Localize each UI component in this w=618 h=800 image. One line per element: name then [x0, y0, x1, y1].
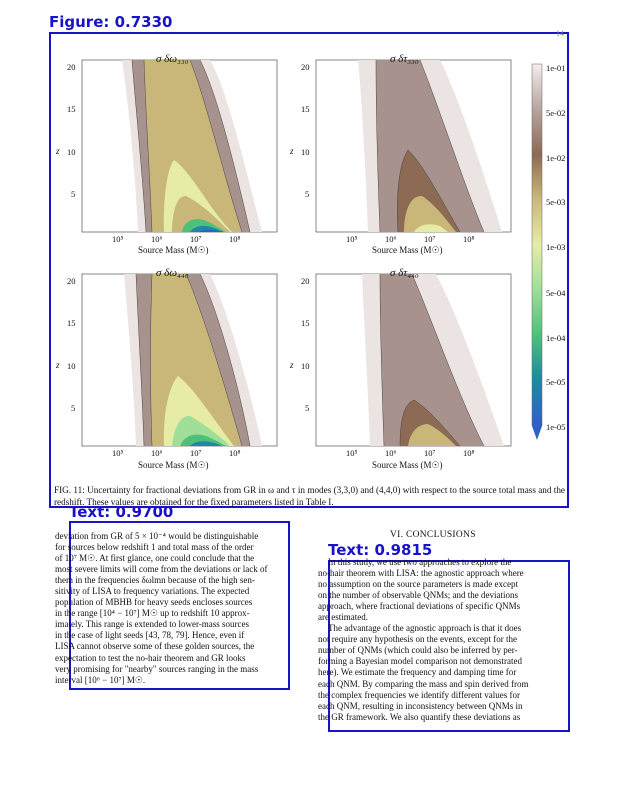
p4-xtick-1e5: 10⁵: [346, 448, 358, 458]
p3-xtick-1e5: 10⁵: [112, 448, 124, 458]
page-number: 14: [556, 29, 564, 38]
right-line: forming a Bayesian model comparison not …: [318, 656, 522, 667]
panel-1-title: σ δω₃₃₀: [156, 53, 189, 65]
p4-xtick-1e8: 10⁸: [463, 448, 475, 458]
figure-detection-box: [49, 32, 569, 508]
p1-xtick-1e8: 10⁸: [229, 234, 241, 244]
right-line: The advantage of the agnostic approach i…: [328, 623, 522, 634]
left-line: them in the frequencies δωlmn because of…: [55, 575, 255, 586]
p1-ytick-10: 10: [67, 147, 76, 157]
right-line: not require any hypothesis on the events…: [318, 634, 517, 645]
right-line: no assumption on the source parameters i…: [318, 579, 518, 590]
colorbar-tick-6: 5e-04: [546, 288, 566, 298]
right-line: on the number of observable QNMs; and th…: [318, 590, 518, 601]
panel-3-xlabel: Source Mass (M☉): [138, 460, 209, 470]
p4-ytick-15: 15: [301, 318, 310, 328]
left-line: very promising for "nearby" sources rang…: [55, 663, 259, 674]
left-line: population of MBHB for heavy seeds enclo…: [55, 597, 253, 608]
p4-ytick-10: 10: [301, 361, 310, 371]
p2-xtick-1e8: 10⁸: [463, 234, 475, 244]
panel-4-title: σ δτ₄₄₀: [390, 267, 419, 279]
panel-2-xlabel: Source Mass (M☉): [372, 245, 443, 255]
right-line: here). We estimate the frequency and dam…: [318, 667, 517, 678]
left-line: most severe limits will come from the de…: [55, 564, 268, 575]
right-line: In this study, we use two approaches to …: [328, 557, 512, 567]
figure-caption: FIG. 11: Uncertainty for fractional devi…: [54, 485, 566, 507]
text-right-detection-box: [328, 560, 570, 732]
text-right-detection-label: Text: 0.9815: [328, 541, 433, 559]
p3-ytick-20: 20: [67, 276, 76, 286]
colorbar: [531, 63, 543, 440]
figure-graphic: [81, 59, 543, 447]
right-line: each QNM, resulting in inconsistency bet…: [318, 700, 523, 711]
panel-omega-330: [81, 59, 278, 233]
left-line: of 10⁷ M☉. At first glance, one could co…: [55, 553, 255, 564]
p2-ytick-5: 5: [305, 189, 310, 199]
section-heading-conclusions: VI. CONCLUSIONS: [390, 530, 476, 540]
colorbar-tick-1: 1e-01: [546, 63, 566, 73]
panel-tau-440: [315, 273, 512, 447]
colorbar-tick-4: 5e-03: [546, 197, 566, 207]
colorbar-tick-5: 1e-03: [546, 242, 566, 252]
colorbar-tick-7: 1e-04: [546, 333, 566, 343]
p2-xtick-1e7: 10⁷: [424, 234, 436, 244]
figure-detection-label: Figure: 0.7330: [49, 13, 173, 31]
panel-omega-440: [81, 273, 278, 447]
left-line: in the case of light seeds [43, 78, 79].…: [55, 630, 245, 641]
left-line: interval [10⁶ − 10⁷] M☉.: [55, 674, 146, 685]
panel-3-ylabel: z: [56, 360, 60, 370]
p4-ytick-5: 5: [305, 403, 310, 413]
p1-ytick-5: 5: [71, 189, 76, 199]
left-line: LISA cannot observe some of these golden…: [55, 641, 255, 652]
right-line: the complex frequencies we identify diff…: [318, 689, 521, 700]
p4-xtick-1e7: 10⁷: [424, 448, 436, 458]
panel-2-title: σ δτ₃₃₀: [390, 53, 419, 65]
p2-ytick-10: 10: [301, 147, 310, 157]
left-line: sitivity of LISA to frequency variations…: [55, 586, 250, 597]
p1-xtick-1e7: 10⁷: [190, 234, 202, 244]
right-line: are estimated.: [318, 612, 368, 623]
p3-xtick-1e7: 10⁷: [190, 448, 202, 458]
p2-ytick-20: 20: [301, 62, 310, 72]
panel-1-ylabel: z: [56, 146, 60, 156]
left-line: in the range [10⁴ − 10⁷] M☉ up to redshi…: [55, 608, 250, 619]
colorbar-tick-8: 5e-05: [546, 377, 566, 387]
p3-xtick-1e8: 10⁸: [229, 448, 241, 458]
right-line: approach, where fractional deviations of…: [318, 601, 521, 612]
left-line: imately. This range is extended to lower…: [55, 619, 250, 630]
colorbar-tick-9: 1e-05: [546, 422, 566, 432]
panel-tau-330: [315, 59, 512, 233]
p1-xtick-1e6: 10⁶: [151, 234, 163, 244]
panel-4-xlabel: Source Mass (M☉): [372, 460, 443, 470]
p1-ytick-20: 20: [67, 62, 76, 72]
right-column-text: In this study, we use two approaches to …: [318, 557, 568, 723]
p3-ytick-15: 15: [67, 318, 76, 328]
right-line: each QNM. By comparing the mass and spin…: [318, 678, 529, 689]
p1-xtick-1e5: 10⁵: [112, 234, 124, 244]
left-line: expectation to test the no-hair theorem …: [55, 652, 246, 663]
p3-ytick-10: 10: [67, 361, 76, 371]
p1-ytick-15: 15: [67, 104, 76, 114]
panel-3-title: σ δω₄₄₀: [156, 267, 189, 279]
panel-2-ylabel: z: [290, 146, 294, 156]
p3-xtick-1e6: 10⁶: [151, 448, 163, 458]
p2-ytick-15: 15: [301, 104, 310, 114]
right-line: the GR framework. We also quantify these…: [318, 711, 521, 722]
colorbar-tick-3: 1e-02: [546, 153, 566, 163]
left-line: deviation from GR of 5 × 10⁻⁴ would be d…: [55, 531, 259, 541]
p2-xtick-1e6: 10⁶: [385, 234, 397, 244]
panel-1-xlabel: Source Mass (M☉): [138, 245, 209, 255]
text-left-detection-label: Text: 0.9700: [69, 503, 174, 521]
right-line: number of QNMs (which could also be infe…: [318, 645, 518, 656]
text-left-detection-box: [69, 521, 290, 690]
colorbar-tick-2: 5e-02: [546, 108, 566, 118]
panel-4-ylabel: z: [290, 360, 294, 370]
left-line: for sources below redshift 1 and total m…: [55, 542, 254, 553]
p4-ytick-20: 20: [301, 276, 310, 286]
left-column-text: deviation from GR of 5 × 10⁻⁴ would be d…: [55, 531, 302, 686]
p3-ytick-5: 5: [71, 403, 76, 413]
right-line: no-hair theorem with LISA: the agnostic …: [318, 568, 524, 579]
p2-xtick-1e5: 10⁵: [346, 234, 358, 244]
p4-xtick-1e6: 10⁶: [385, 448, 397, 458]
